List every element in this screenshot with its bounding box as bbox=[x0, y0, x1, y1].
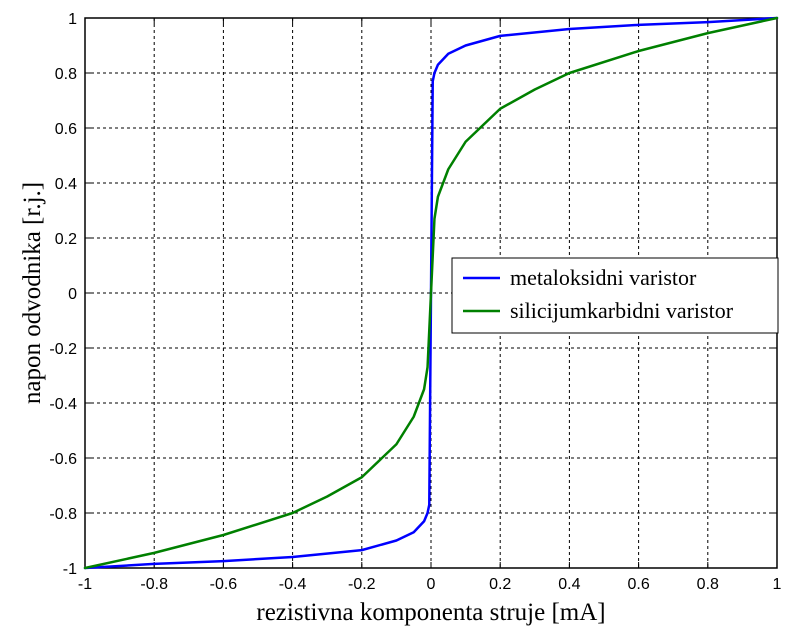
x-tick-label: 0 bbox=[427, 576, 436, 593]
x-tick-labels: -1 -0.8 -0.6 -0.4 -0.2 0 0.2 0.4 0.6 0.8 1 bbox=[78, 576, 782, 593]
y-tick-label: 0 bbox=[68, 286, 77, 303]
legend-label-metaloksidni: metaloksidni varistor bbox=[510, 265, 697, 290]
y-tick-label: -0.8 bbox=[49, 506, 77, 523]
x-tick-label: -0.2 bbox=[348, 576, 376, 593]
series-lines bbox=[83, 16, 779, 570]
x-tick-label: -0.6 bbox=[210, 576, 238, 593]
y-axis-title: napon odvodnika [r.j.] bbox=[19, 182, 46, 404]
x-tick-label: 0.6 bbox=[627, 576, 649, 593]
y-tick-labels: 1 0.8 0.6 0.4 0.2 0 -0.2 -0.4 -0.6 -0.8 -1 bbox=[49, 11, 77, 578]
x-tick-label: 0.4 bbox=[558, 576, 580, 593]
y-tick-label: 0.4 bbox=[55, 176, 77, 193]
y-tick-label: -0.6 bbox=[49, 451, 77, 468]
legend: metaloksidni varistor silicijumkarbidni … bbox=[451, 257, 779, 334]
y-tick-label: 1 bbox=[68, 11, 77, 28]
y-tick-label: -0.2 bbox=[49, 341, 77, 358]
series-line-silicijumkarbidni bbox=[83, 16, 779, 570]
y-tick-label: 0.6 bbox=[55, 121, 77, 138]
y-tick-label: -1 bbox=[63, 561, 77, 578]
x-tick-label: -0.4 bbox=[279, 576, 307, 593]
x-tick-label: -0.8 bbox=[140, 576, 168, 593]
y-tick-label: 0.8 bbox=[55, 66, 77, 83]
y-tick-label: -0.4 bbox=[49, 396, 77, 413]
x-tick-label: 1 bbox=[773, 576, 782, 593]
x-axis-title: rezistivna komponenta struje [mA] bbox=[256, 599, 605, 626]
legend-box bbox=[451, 257, 779, 334]
legend-label-silicijumkarbidni: silicijumkarbidni varistor bbox=[510, 298, 734, 323]
x-tick-label: -1 bbox=[78, 576, 92, 593]
y-tick-label: 0.2 bbox=[55, 231, 77, 248]
x-tick-label: 0.2 bbox=[489, 576, 511, 593]
x-tick-label: 0.8 bbox=[697, 576, 719, 593]
grid-lines bbox=[85, 18, 777, 568]
